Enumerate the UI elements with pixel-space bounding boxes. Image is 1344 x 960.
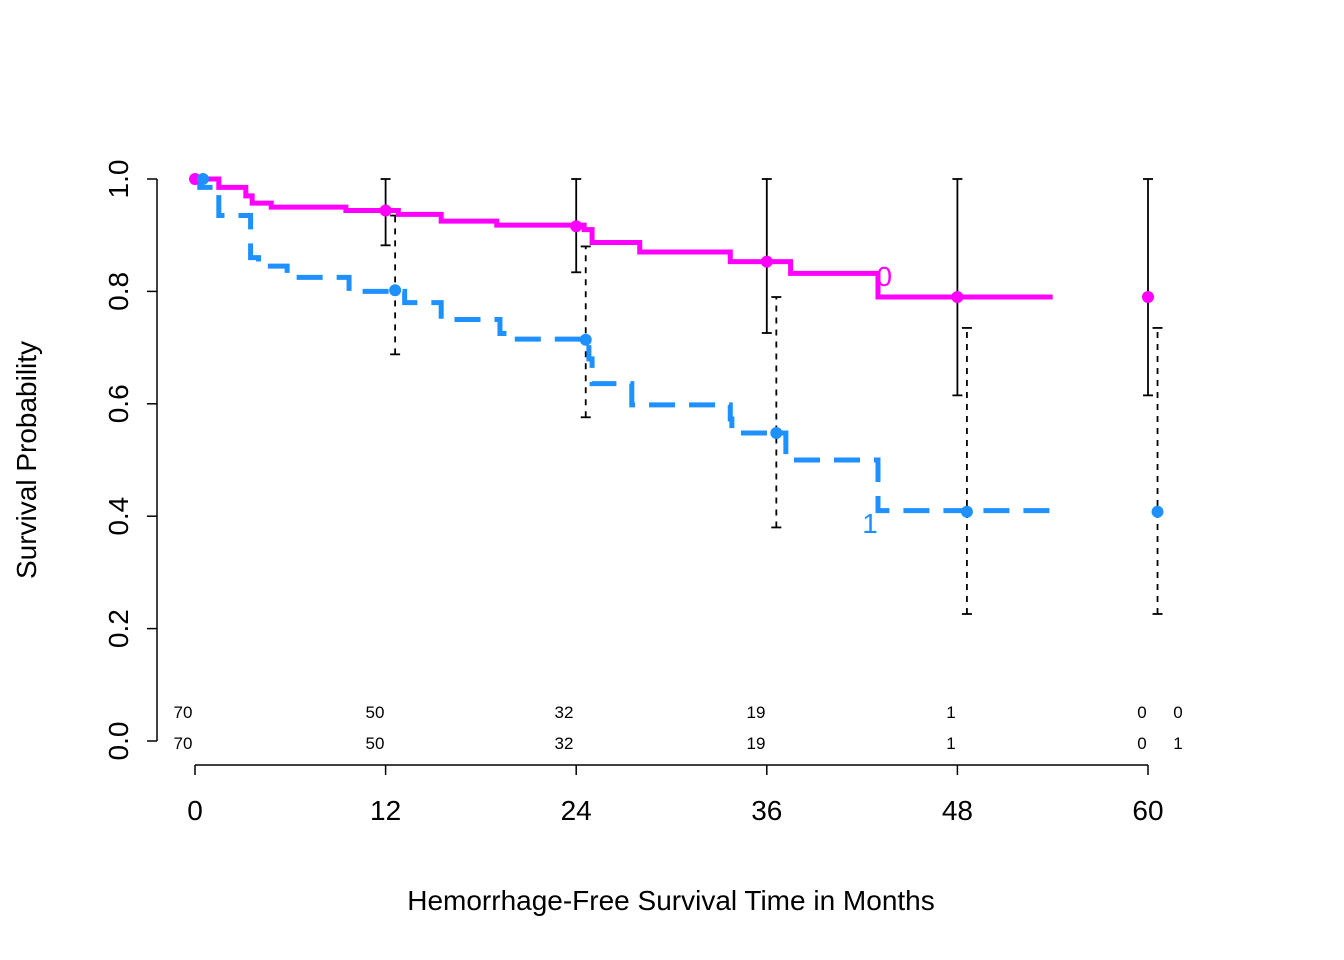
at-risk-count: 19: [747, 703, 766, 722]
y-tick-label: 0.4: [103, 497, 134, 536]
at-risk-count: 19: [747, 734, 766, 753]
curve-label-1: 1: [862, 508, 878, 539]
y-tick-label: 0.2: [103, 609, 134, 648]
curve-label-0: 0: [877, 261, 893, 292]
error-bar: [1152, 327, 1163, 615]
at-risk-count: 70: [174, 734, 193, 753]
y-tick-label: 0.8: [103, 272, 134, 311]
point-marker: [1151, 505, 1164, 518]
axes: 0 12 24 36 48 60 0.0 0.2 0.4 0.6 0.8 1.0: [103, 160, 1164, 826]
at-risk-count: 70: [174, 703, 193, 722]
x-axis-title: Hemorrhage-Free Survival Time in Months: [407, 885, 935, 916]
point-marker: [770, 427, 783, 440]
error-bar: [952, 178, 963, 397]
at-risk-count: 50: [366, 734, 385, 753]
x-tick-label: 0: [187, 795, 203, 826]
at-risk-count: 32: [555, 734, 574, 753]
point-marker: [570, 220, 583, 233]
error-bars: [380, 178, 1163, 615]
point-marker: [951, 291, 964, 304]
point-marker: [1142, 291, 1154, 304]
point-marker: [579, 333, 592, 346]
at-risk-count: 32: [555, 703, 574, 722]
error-bar: [1143, 178, 1153, 397]
survival-curve-0: [195, 176, 1053, 300]
at-risk-count: 0: [1173, 703, 1182, 722]
x-tick-label: 36: [751, 795, 782, 826]
y-axis-title: Survival Probability: [11, 341, 42, 579]
error-bar: [580, 245, 591, 419]
x-tick-label: 24: [561, 795, 592, 826]
point-marker: [389, 284, 402, 297]
point-marker: [196, 173, 209, 185]
at-risk-table: 70 50 32 19 1 0 070 50 32 19 1 0 1: [174, 703, 1183, 753]
survival-curve-1: [195, 176, 1053, 514]
point-marker: [960, 505, 973, 518]
error-bar: [961, 327, 972, 615]
at-risk-count: 0: [1137, 734, 1146, 753]
x-tick-label: 48: [942, 795, 973, 826]
error-bar: [771, 296, 782, 529]
at-risk-count: 1: [946, 734, 955, 753]
x-tick-label: 60: [1132, 795, 1163, 826]
at-risk-count: 1: [1173, 734, 1182, 753]
x-tick-label: 12: [370, 795, 401, 826]
y-tick-label: 0.0: [103, 722, 134, 761]
survival-curves: 01: [195, 176, 1053, 539]
point-marker: [379, 204, 392, 217]
point-marker: [760, 255, 773, 268]
at-risk-count: 1: [946, 703, 955, 722]
at-risk-count: 50: [366, 703, 385, 722]
y-tick-label: 1.0: [103, 160, 134, 199]
at-risk-count: 0: [1137, 703, 1146, 722]
point-markers: [189, 173, 1164, 518]
y-tick-label: 0.6: [103, 384, 134, 423]
